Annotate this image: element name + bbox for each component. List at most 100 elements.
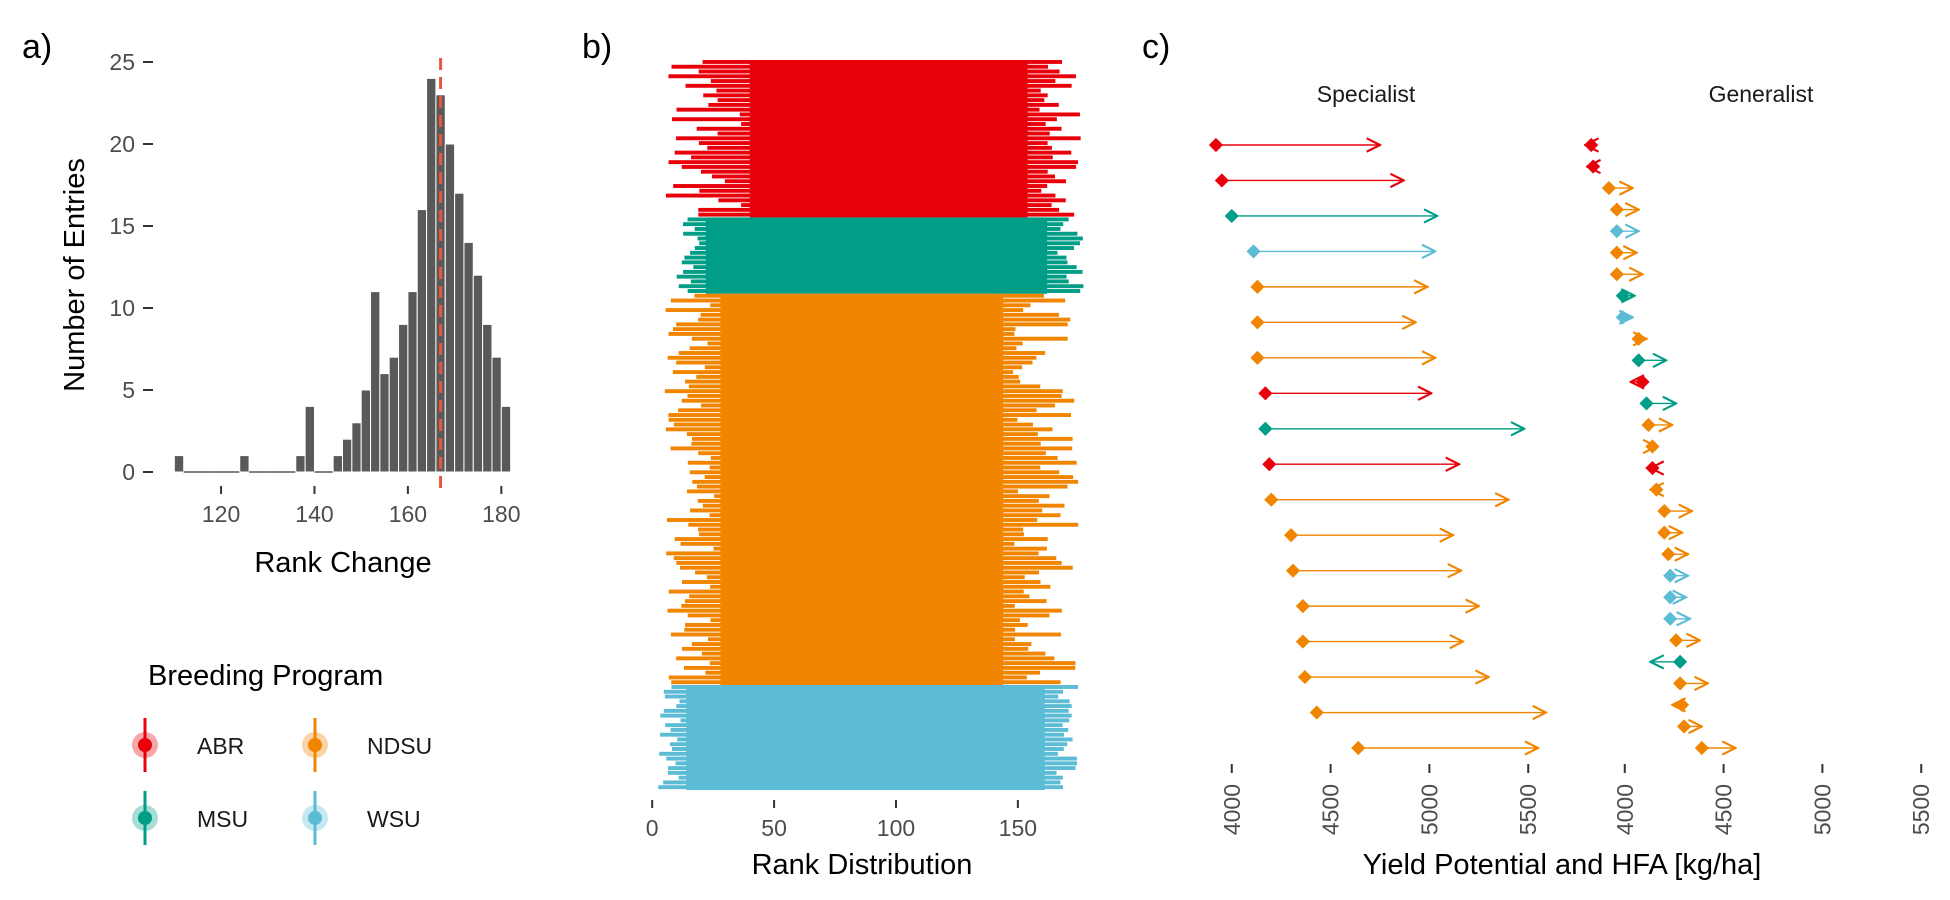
yield-entry — [1250, 280, 1427, 294]
histogram-panel: 120 140 160 180 0 5 10 15 20 25 — [109, 49, 520, 527]
legend-key-dot — [308, 738, 322, 752]
rank-x-tick-label: 100 — [877, 815, 915, 841]
panel-label-a: a) — [22, 28, 52, 66]
yield-entry — [1208, 138, 1380, 152]
hist-x-axis-title: Rank Change — [254, 547, 431, 579]
hist-bar — [454, 192, 465, 473]
yield-diamond — [1649, 482, 1664, 497]
facet-specialist: 4000 4500 5000 5500 — [1208, 138, 1546, 835]
yield-entry — [1351, 741, 1538, 755]
hist-bar — [407, 291, 418, 473]
hist-bar — [370, 291, 381, 473]
rank-range-core — [749, 60, 1028, 218]
legend-item-ndsu: NDSU — [302, 718, 432, 772]
yield-diamond — [1609, 267, 1624, 282]
facet-label-specialist: Specialist — [1317, 81, 1416, 107]
legend-item-abr: ABR — [132, 718, 244, 772]
legend-label: ABR — [197, 733, 244, 759]
yield-diamond — [1673, 654, 1688, 669]
yield-diamond — [1214, 173, 1229, 188]
yield-entry — [1669, 633, 1700, 647]
yield-entry — [1676, 719, 1702, 734]
panel-label-b: b) — [582, 28, 612, 66]
yield-diamond — [1224, 208, 1239, 224]
hist-bar — [482, 323, 493, 473]
rank-x-tick-label: 0 — [646, 815, 659, 841]
hist-y-tick-label: 20 — [109, 131, 135, 157]
yield-entry — [1663, 612, 1690, 626]
yield-diamond — [1609, 224, 1624, 239]
yield-diamond — [1663, 568, 1678, 583]
yield-entry — [1250, 351, 1435, 365]
yield-diamond — [1661, 547, 1676, 562]
yield-entry — [1650, 654, 1688, 669]
hist-bar — [295, 455, 306, 473]
legend-label: NDSU — [367, 733, 432, 759]
hist-bar — [426, 77, 437, 473]
yield-entry — [1246, 244, 1435, 258]
yield-diamond — [1669, 633, 1684, 648]
yield-diamond — [1250, 279, 1265, 294]
yield-diamond — [1645, 439, 1660, 454]
legend-title: Breeding Program — [148, 660, 383, 692]
legend-key-dot — [138, 811, 152, 825]
rank-group-wsu — [658, 685, 1078, 790]
yield-diamond — [1615, 288, 1630, 303]
yield-x-tick-label: 5500 — [1908, 784, 1934, 835]
yield-entry — [1645, 461, 1659, 475]
yield-entry — [1661, 547, 1688, 561]
rank-x-tick-label: 150 — [999, 815, 1037, 841]
yield-entry — [1673, 676, 1708, 690]
yield-entry — [1631, 332, 1647, 346]
legend-item-wsu: WSU — [302, 791, 421, 845]
hist-bar — [444, 143, 456, 473]
hist-y-tick-label: 15 — [109, 213, 135, 239]
yield-entry — [1295, 635, 1463, 649]
hist-bar — [379, 373, 390, 473]
yield-entry — [1283, 528, 1453, 542]
hist-y-tick-label: 5 — [122, 377, 135, 403]
yield-diamond — [1609, 202, 1624, 217]
yield-x-tick-label: 4500 — [1318, 784, 1344, 835]
hist-bar — [435, 94, 446, 473]
yield-entry — [1258, 422, 1524, 436]
hist-bar — [304, 405, 315, 473]
hist-bar — [491, 356, 502, 473]
yield-diamond — [1645, 460, 1660, 476]
hist-x-tick-label: 120 — [202, 501, 240, 527]
yield-entry — [1657, 526, 1682, 540]
yield-diamond — [1663, 611, 1678, 626]
rank-group-abr — [665, 60, 1081, 218]
yield-entry — [1584, 138, 1598, 152]
hist-y-tick-label: 10 — [109, 295, 135, 321]
yield-x-tick-label: 5000 — [1416, 784, 1442, 835]
yield-entry — [1250, 315, 1415, 329]
yield-entry — [1601, 181, 1633, 195]
yield-entry — [1264, 493, 1508, 507]
yield-diamond — [1676, 719, 1692, 734]
yield-entry — [1641, 418, 1672, 432]
yield-entry — [1657, 504, 1692, 518]
yield-diamond — [1285, 563, 1301, 578]
yield-diamond — [1258, 386, 1273, 401]
yield-diamond — [1262, 457, 1277, 472]
rank-x-axis-title: Rank Distribution — [752, 849, 973, 881]
yield-panel: 4000 4500 5000 5500 4000 4500 5000 5500 — [1208, 138, 1934, 835]
hist-y-tick-label: 25 — [109, 49, 135, 75]
yield-entry — [1672, 698, 1690, 712]
yield-entry — [1663, 569, 1688, 583]
yield-x-tick-label: 4000 — [1612, 784, 1638, 835]
rank-group-ndsu — [664, 293, 1079, 686]
yield-entry — [1224, 208, 1438, 224]
yield-diamond — [1264, 492, 1279, 507]
yield-x-tick-label: 4500 — [1711, 784, 1737, 835]
facet-generalist: 4000 4500 5000 5500 — [1584, 138, 1934, 835]
yield-entry — [1309, 705, 1546, 719]
yield-diamond — [1250, 315, 1265, 330]
yield-entry — [1285, 563, 1461, 578]
yield-entry — [1609, 246, 1637, 260]
rank-distribution-panel: 0 50 100 150 — [646, 60, 1084, 841]
yield-entry — [1586, 159, 1600, 173]
yield-diamond — [1295, 599, 1310, 614]
